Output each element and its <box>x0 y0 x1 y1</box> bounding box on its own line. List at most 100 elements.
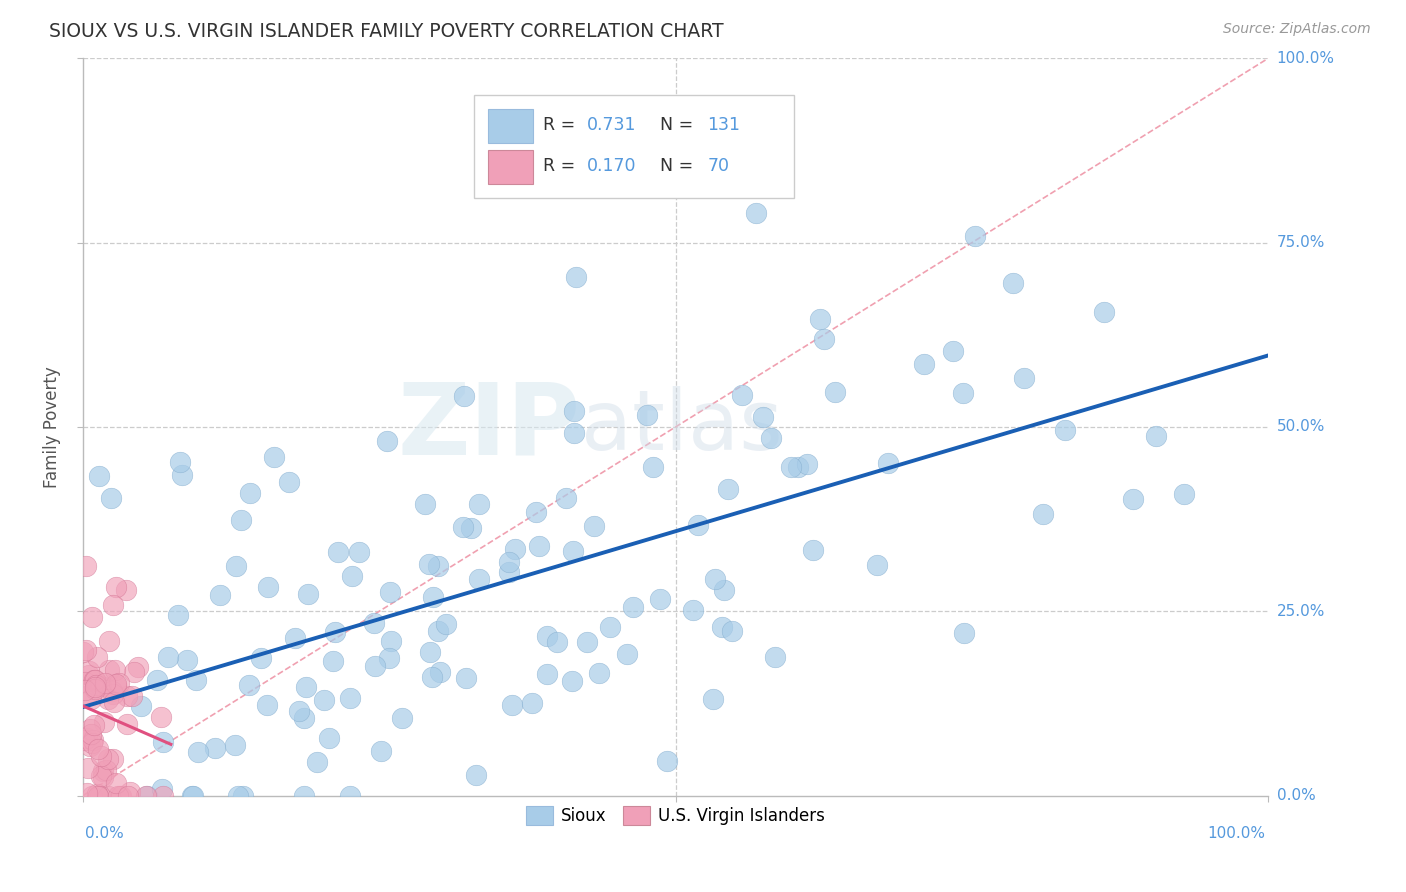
Point <box>284 632 307 646</box>
Point <box>339 789 361 803</box>
Point <box>328 545 350 559</box>
Point <box>349 545 371 559</box>
Point <box>292 711 315 725</box>
Point <box>536 629 558 643</box>
Point <box>100 491 122 506</box>
Point <box>84 681 107 696</box>
Point <box>118 785 141 799</box>
Point <box>375 434 398 448</box>
Point <box>225 559 247 574</box>
Text: 0.170: 0.170 <box>586 157 636 175</box>
Point <box>1144 428 1167 442</box>
Point <box>80 727 103 741</box>
Text: ZIP: ZIP <box>398 378 581 475</box>
Point <box>467 572 489 586</box>
Point <box>418 558 440 572</box>
Point <box>79 722 101 736</box>
Text: 0.0%: 0.0% <box>1277 789 1316 804</box>
Point <box>554 491 576 505</box>
Point <box>648 591 671 606</box>
Text: N =: N = <box>650 157 699 175</box>
Point <box>952 386 974 401</box>
Point <box>703 572 725 586</box>
Point <box>93 715 115 730</box>
Point <box>87 468 110 483</box>
Point <box>86 787 108 801</box>
Point <box>224 738 246 752</box>
Point <box>657 755 679 769</box>
Point <box>80 736 103 750</box>
Text: 100.0%: 100.0% <box>1208 826 1265 841</box>
Point <box>209 588 232 602</box>
Point <box>702 691 724 706</box>
Point <box>121 690 143 704</box>
Point <box>1173 487 1195 501</box>
Point <box>641 460 664 475</box>
Point <box>1002 276 1025 290</box>
Point <box>426 624 449 638</box>
Point <box>599 620 621 634</box>
Point <box>1053 423 1076 437</box>
Point <box>104 679 127 693</box>
Point <box>1122 491 1144 506</box>
Point <box>152 789 174 803</box>
Point <box>378 651 401 665</box>
Point <box>803 542 825 557</box>
Point <box>110 789 132 803</box>
Point <box>370 744 392 758</box>
Point <box>451 520 474 534</box>
Point <box>86 678 108 692</box>
Point <box>91 764 114 779</box>
Point <box>498 565 520 579</box>
Point <box>621 599 644 614</box>
Point <box>312 692 335 706</box>
FancyBboxPatch shape <box>474 95 794 198</box>
Point <box>86 742 108 756</box>
Point <box>877 456 900 470</box>
Point <box>465 768 488 782</box>
Point <box>84 673 107 687</box>
Text: 131: 131 <box>707 116 741 134</box>
Point <box>721 624 744 639</box>
Point <box>520 696 543 710</box>
Point <box>150 782 173 797</box>
Point <box>135 789 157 803</box>
Point <box>104 663 127 677</box>
Point <box>779 459 801 474</box>
Point <box>94 676 117 690</box>
Text: 25.0%: 25.0% <box>1277 604 1324 619</box>
Point <box>501 698 523 712</box>
Point <box>796 457 818 471</box>
Point <box>717 482 740 496</box>
Point <box>97 752 120 766</box>
Point <box>104 677 127 691</box>
Point <box>73 675 96 690</box>
Point <box>339 691 361 706</box>
Text: 0.731: 0.731 <box>586 116 636 134</box>
Point <box>176 653 198 667</box>
Point <box>588 665 610 680</box>
Point <box>89 769 111 783</box>
Point <box>101 687 124 701</box>
Point <box>127 660 149 674</box>
Point <box>295 681 318 695</box>
Point <box>711 619 734 633</box>
Point <box>824 385 846 400</box>
Point <box>73 732 96 747</box>
Point <box>318 731 340 746</box>
Point <box>76 731 98 745</box>
Text: Source: ZipAtlas.com: Source: ZipAtlas.com <box>1223 22 1371 37</box>
Point <box>107 789 129 803</box>
Point <box>115 583 138 598</box>
Point <box>80 692 103 706</box>
Point <box>157 650 180 665</box>
Point <box>731 388 754 402</box>
Point <box>75 558 97 573</box>
Point <box>82 733 104 747</box>
Text: 75.0%: 75.0% <box>1277 235 1324 250</box>
Point <box>562 425 585 440</box>
Point <box>122 665 145 679</box>
Point <box>765 650 787 665</box>
Legend: Sioux, U.S. Virgin Islanders: Sioux, U.S. Virgin Islanders <box>519 799 832 831</box>
Point <box>77 664 100 678</box>
